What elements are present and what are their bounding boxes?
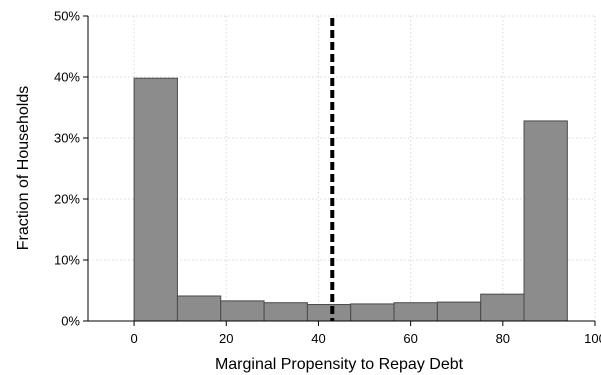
y-tick-labels: 0% 10% 20% 30% 40% 50%	[54, 9, 80, 329]
x-tick-label: 40	[311, 331, 325, 346]
x-axis-title: Marginal Propensity to Repay Debt	[215, 356, 464, 373]
x-tick-label: 80	[496, 331, 510, 346]
histogram-bar	[263, 302, 308, 322]
histogram-bar	[350, 303, 395, 322]
histogram-bar	[133, 77, 178, 322]
histogram-bar	[176, 295, 222, 322]
y-axis-title: Fraction of Households	[15, 86, 32, 251]
y-tick-label: 50%	[54, 9, 80, 24]
y-tick-label: 30%	[54, 131, 80, 146]
y-tick-label: 40%	[54, 70, 80, 85]
x-tick-label: 20	[219, 331, 233, 346]
axes	[83, 15, 596, 326]
histogram-bar	[480, 293, 525, 322]
y-tick-label: 0%	[61, 314, 80, 329]
y-tick-label: 10%	[54, 253, 80, 268]
histogram-bar	[306, 304, 352, 322]
histogram-bar	[436, 301, 482, 322]
x-tick-label: 60	[403, 331, 417, 346]
histogram-bar	[523, 120, 568, 322]
x-tick-labels: 0 20 40 60 80 100	[130, 331, 601, 346]
y-tick-label: 20%	[54, 192, 80, 207]
histogram-bar	[220, 300, 265, 322]
x-tick-label: 100	[584, 331, 601, 346]
x-tick-label: 0	[130, 331, 137, 346]
histogram-bar	[393, 302, 438, 322]
